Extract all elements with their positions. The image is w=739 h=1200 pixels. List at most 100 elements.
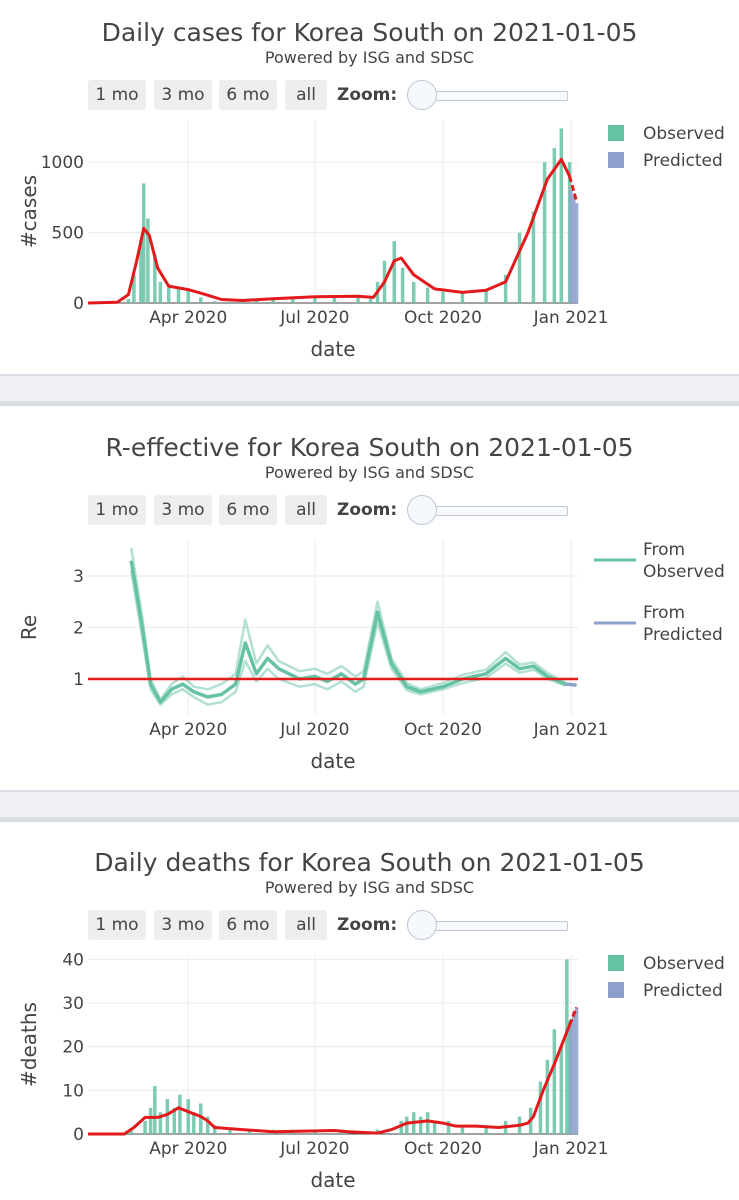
bar-observed	[392, 241, 396, 303]
bar-observed	[212, 1125, 217, 1134]
bar-observed	[186, 288, 190, 303]
range-all-button[interactable]: all	[285, 910, 327, 940]
bar-observed	[332, 296, 337, 303]
bar-predicted	[572, 196, 576, 303]
line-fit	[88, 1024, 571, 1136]
range-3mo-button[interactable]: 3 mo	[154, 495, 212, 525]
range-6mo-button[interactable]: 6 mo	[219, 910, 277, 940]
deaths-panel: Daily deaths for Korea South on 2021-01-…	[0, 830, 739, 1200]
x-tick-label: Jul 2020	[279, 308, 349, 328]
bar-observed	[356, 297, 360, 303]
zoom-label: Zoom:	[337, 500, 398, 520]
chart-subtitle: Powered by ISG and SDSC	[264, 463, 475, 482]
bar-observed	[132, 274, 136, 303]
zoom-slider-handle[interactable]	[407, 495, 437, 525]
range-all-button[interactable]: all	[285, 495, 327, 525]
legend-swatch-observed	[608, 125, 624, 141]
bar-observed	[531, 211, 536, 303]
legend-label-from-predicted: From	[643, 603, 685, 623]
range-6mo-button[interactable]: 6 mo	[219, 495, 277, 525]
x-tick-label: Oct 2020	[404, 720, 482, 740]
legend-label-from-observed: From	[643, 540, 685, 560]
x-axis-title: date	[310, 337, 355, 361]
bar-observed	[484, 1125, 488, 1134]
bar-observed	[176, 287, 181, 303]
bar-observed	[158, 281, 163, 303]
bar-observed	[205, 1116, 210, 1134]
bar-observed	[441, 291, 445, 303]
bar-observed	[247, 1129, 252, 1134]
legend-label-predicted: Predicted	[643, 151, 723, 171]
x-tick-label: Apr 2020	[149, 720, 227, 740]
y-tick-label: 40	[62, 950, 84, 970]
bar-observed	[129, 1129, 133, 1134]
chart-title: Daily deaths for Korea South on 2021-01-…	[94, 848, 645, 877]
cases-chart: Apr 2020 Jul 2020 Oct 2020 Jan 2021 0 500 1000…	[17, 120, 725, 361]
panel-separator	[0, 374, 739, 406]
line-fit-predicted	[568, 175, 579, 202]
x-tick-label: Apr 2020	[149, 308, 227, 328]
bar-observed	[552, 1029, 557, 1134]
panel-separator	[0, 790, 739, 822]
bar-observed	[290, 297, 295, 303]
y-tick-label: 10	[62, 1081, 84, 1101]
bar-observed	[199, 297, 203, 303]
bar-predicted	[572, 1011, 576, 1134]
y-axis-title: Re	[17, 615, 41, 640]
legend-label-from-observed: Observed	[643, 562, 725, 582]
legend-swatch-predicted	[608, 152, 624, 168]
line-from-observed-lower	[129, 570, 566, 706]
bar-observed	[212, 301, 217, 303]
y-tick-label: 20	[62, 1038, 84, 1058]
range-all-button[interactable]: all	[285, 80, 327, 110]
reff-panel: R-effective for Korea South on 2021-01-0…	[0, 415, 739, 785]
y-axis-title: #deaths	[17, 1002, 41, 1087]
legend-label-from-predicted: Predicted	[643, 625, 723, 645]
bar-observed	[565, 959, 569, 1134]
bar-observed	[552, 148, 557, 303]
bar-observed	[418, 1116, 423, 1134]
legend-label-predicted: Predicted	[643, 981, 723, 1001]
legend-swatch-observed	[608, 955, 624, 971]
bar-observed	[254, 299, 259, 303]
x-axis-title: date	[310, 1168, 355, 1192]
bar-observed	[126, 298, 131, 303]
range-1mo-button[interactable]: 1 mo	[88, 495, 146, 525]
bar-observed	[425, 287, 430, 303]
bar-observed	[153, 1085, 157, 1134]
bar-observed	[542, 162, 547, 303]
zoom-slider-handle[interactable]	[407, 910, 437, 940]
bar-observed	[186, 1099, 190, 1134]
bar-observed	[141, 183, 146, 303]
bar-observed	[399, 1120, 403, 1134]
range-1mo-button[interactable]: 1 mo	[88, 80, 146, 110]
bar-observed	[559, 128, 564, 303]
bar-observed	[503, 274, 508, 303]
zoom-label: Zoom:	[337, 915, 398, 935]
x-tick-label: Jul 2020	[279, 1139, 349, 1159]
y-tick-label: 1000	[41, 153, 84, 173]
bar-observed	[165, 1099, 170, 1134]
x-tick-label: Oct 2020	[404, 308, 482, 328]
zoom-label: Zoom:	[337, 85, 398, 105]
bar-predicted	[569, 1020, 573, 1134]
y-tick-label: 1	[73, 670, 84, 690]
y-tick-label: 2	[73, 619, 84, 639]
range-3mo-button[interactable]: 3 mo	[154, 80, 212, 110]
zoom-slider-handle[interactable]	[407, 80, 437, 110]
x-tick-label: Jan 2021	[533, 308, 609, 328]
bar-observed	[228, 301, 232, 303]
bar-observed	[178, 1094, 182, 1134]
bar-predicted	[569, 190, 573, 303]
x-tick-label: Jan 2021	[533, 1139, 609, 1159]
bar-observed	[143, 1120, 147, 1134]
bar-observed	[172, 1107, 177, 1134]
bar-observed	[425, 1112, 430, 1134]
line-from-predicted	[565, 682, 577, 687]
range-3mo-button[interactable]: 3 mo	[154, 910, 212, 940]
bar-observed	[460, 291, 465, 303]
range-6mo-button[interactable]: 6 mo	[219, 80, 277, 110]
bar-observed	[146, 218, 150, 303]
range-1mo-button[interactable]: 1 mo	[88, 910, 146, 940]
bar-observed	[158, 1112, 163, 1134]
